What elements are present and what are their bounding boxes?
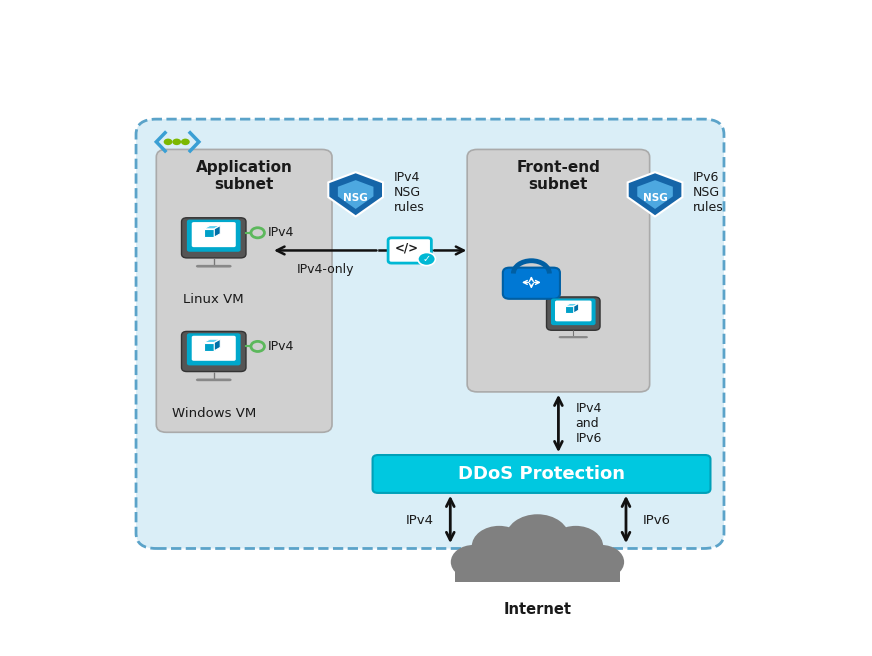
Polygon shape xyxy=(204,339,221,342)
Polygon shape xyxy=(204,226,221,229)
Text: IPv4-only: IPv4-only xyxy=(296,263,354,276)
Polygon shape xyxy=(328,172,383,216)
Polygon shape xyxy=(565,306,574,313)
Text: IPv4
NSG
rules: IPv4 NSG rules xyxy=(393,171,425,214)
Text: IPv4: IPv4 xyxy=(268,340,294,353)
Circle shape xyxy=(173,138,181,145)
Polygon shape xyxy=(204,229,215,237)
Text: DDoS Protection: DDoS Protection xyxy=(458,465,625,483)
Text: ✓: ✓ xyxy=(423,254,431,264)
Circle shape xyxy=(530,543,582,581)
FancyBboxPatch shape xyxy=(192,222,235,247)
FancyBboxPatch shape xyxy=(196,265,232,268)
Text: IPv4: IPv4 xyxy=(405,514,433,527)
Text: IPv4: IPv4 xyxy=(268,226,294,239)
Text: IPv6
NSG
rules: IPv6 NSG rules xyxy=(693,171,724,214)
Circle shape xyxy=(181,138,190,145)
FancyBboxPatch shape xyxy=(555,300,591,321)
Bar xyxy=(455,556,620,583)
Circle shape xyxy=(548,526,603,567)
Text: NSG: NSG xyxy=(643,193,667,203)
Text: NSG: NSG xyxy=(344,193,368,203)
Text: Linux VM: Linux VM xyxy=(183,293,244,306)
Polygon shape xyxy=(215,226,221,237)
Text: Windows VM: Windows VM xyxy=(172,407,255,420)
Polygon shape xyxy=(215,339,221,351)
FancyBboxPatch shape xyxy=(551,298,596,325)
Circle shape xyxy=(472,526,527,567)
Polygon shape xyxy=(628,172,683,216)
FancyBboxPatch shape xyxy=(372,455,711,493)
Polygon shape xyxy=(337,180,373,209)
Circle shape xyxy=(451,545,496,579)
Circle shape xyxy=(494,543,545,581)
FancyBboxPatch shape xyxy=(503,268,560,299)
Text: Internet: Internet xyxy=(503,602,571,617)
FancyBboxPatch shape xyxy=(181,218,246,258)
Circle shape xyxy=(578,545,624,579)
FancyBboxPatch shape xyxy=(547,297,600,330)
FancyBboxPatch shape xyxy=(558,336,588,338)
Polygon shape xyxy=(204,342,215,351)
Polygon shape xyxy=(637,180,673,209)
Text: Front-end
subnet: Front-end subnet xyxy=(516,159,600,192)
Text: IPv4
and
IPv6: IPv4 and IPv6 xyxy=(576,401,602,445)
FancyBboxPatch shape xyxy=(136,119,724,548)
FancyBboxPatch shape xyxy=(388,238,432,263)
Polygon shape xyxy=(565,303,579,306)
Circle shape xyxy=(418,253,435,266)
FancyBboxPatch shape xyxy=(192,336,235,361)
Text: </>: </> xyxy=(395,241,419,255)
FancyBboxPatch shape xyxy=(467,150,650,392)
Circle shape xyxy=(506,514,569,562)
FancyBboxPatch shape xyxy=(181,331,246,371)
Polygon shape xyxy=(574,303,579,313)
FancyBboxPatch shape xyxy=(187,220,241,252)
Text: IPv6: IPv6 xyxy=(643,514,671,527)
FancyBboxPatch shape xyxy=(156,150,332,432)
Circle shape xyxy=(164,138,173,145)
FancyBboxPatch shape xyxy=(187,333,241,365)
Text: Application
subnet: Application subnet xyxy=(195,159,293,192)
FancyBboxPatch shape xyxy=(196,379,232,381)
